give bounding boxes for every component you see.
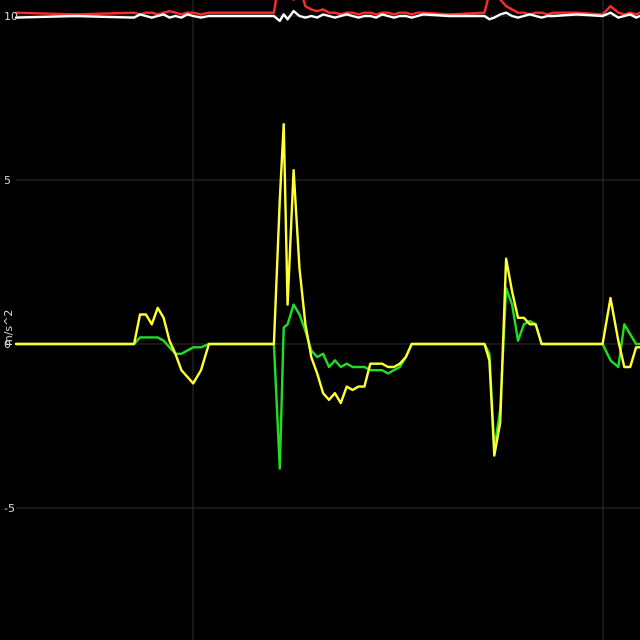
y-tick-label: 5 — [4, 174, 11, 187]
series-line-3 — [14, 9, 640, 23]
y-axis-title: m/s^2 — [2, 310, 15, 346]
series-line-0 — [14, 122, 640, 457]
y-tick-label: 10 — [4, 10, 18, 23]
y-axis-ticks: 10 5 0 -5 — [4, 10, 18, 515]
series-line-1 — [14, 287, 640, 470]
series-group — [14, 0, 640, 470]
grid — [16, 0, 640, 640]
y-tick-label: 0 — [4, 338, 11, 351]
series-line-2 — [14, 0, 640, 16]
y-tick-label: -5 — [4, 502, 15, 515]
